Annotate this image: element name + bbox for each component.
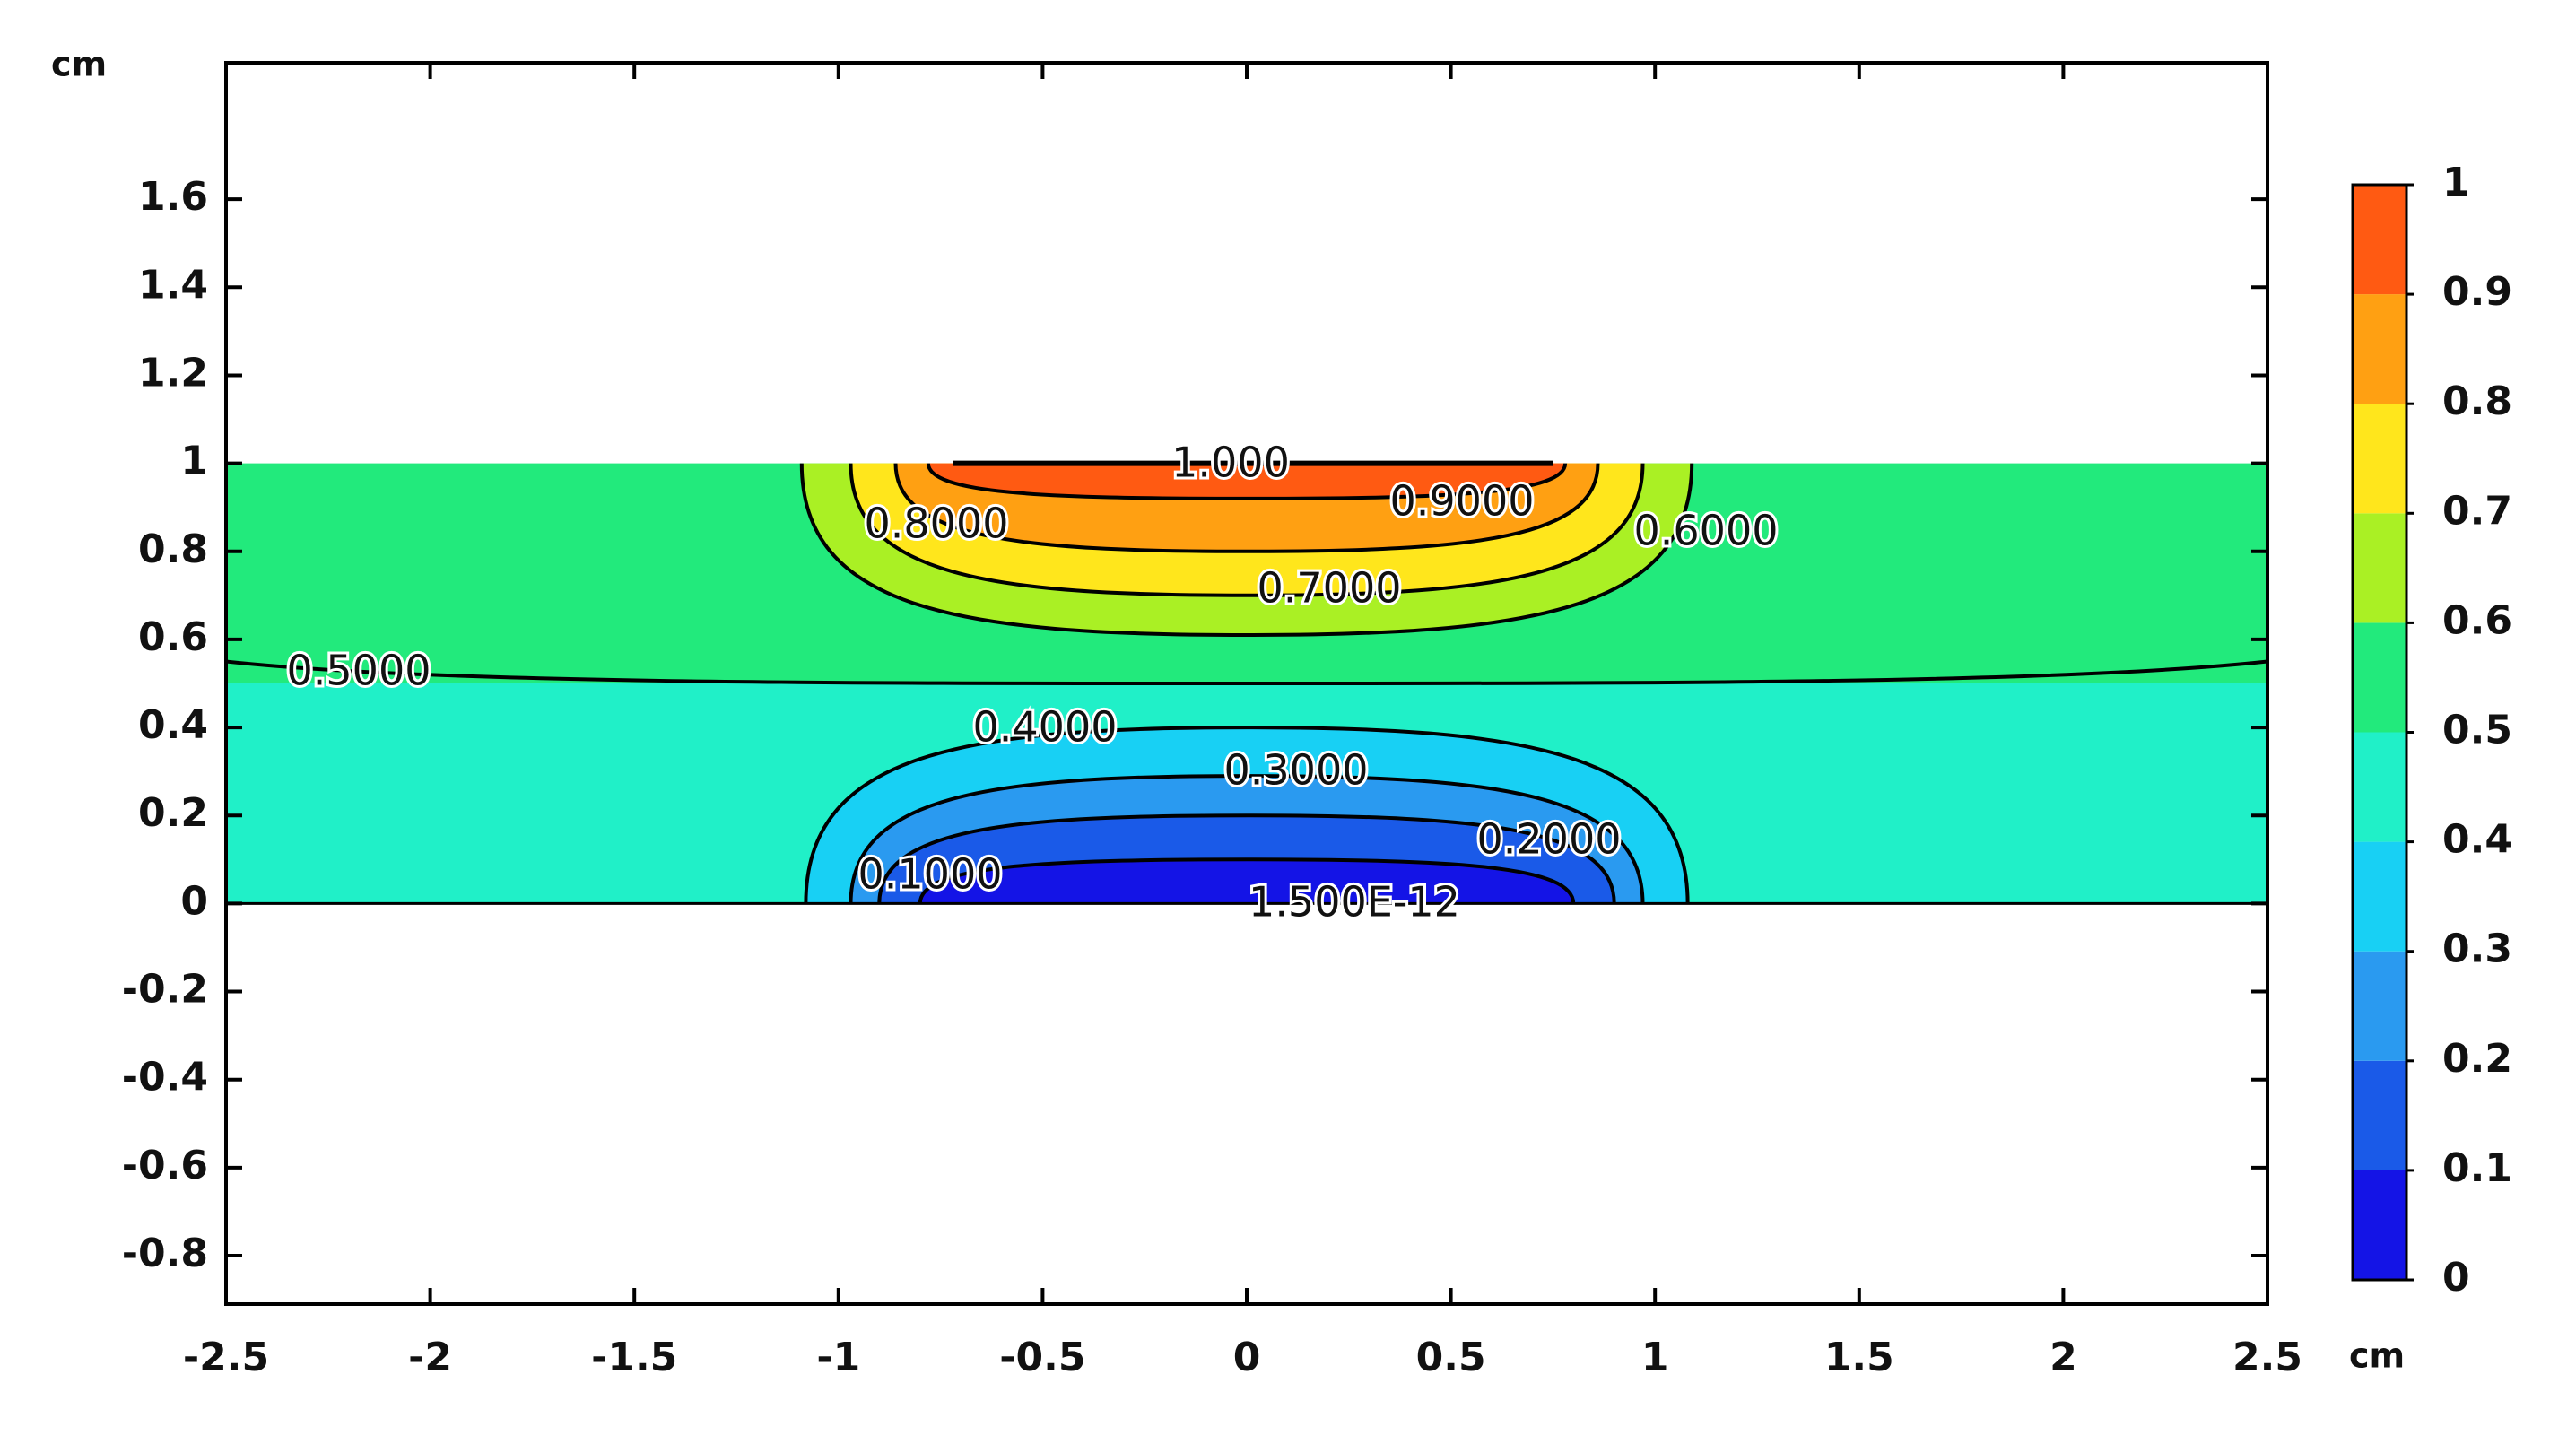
y-tick-label: 0.4 [138,702,208,748]
contour-line [918,857,1576,904]
y-unit: cm [51,45,107,84]
colorbar-segment [2353,951,2406,1061]
contour-label: 0.1000 [858,850,1003,899]
contour-label: 0.2000 [1477,815,1622,864]
contour-line [225,659,2268,685]
colorbar-label: 0.6 [2442,597,2512,643]
colorbar-segment [2353,622,2406,733]
colorbar-segment [2353,732,2406,842]
colorbar-label: 0.1 [2442,1145,2512,1191]
x-tick-label: -1.5 [591,1335,677,1380]
y-tick-label: -0.6 [122,1143,208,1188]
colorbar-label: 0.4 [2442,817,2512,863]
x-unit: cm [2349,1336,2405,1376]
contour-line [849,463,1645,597]
y-tick-label: 0.6 [138,614,208,660]
colorbar-label: 0.9 [2442,269,2512,315]
y-tick-label: 0 [180,878,208,924]
contour-band [927,463,1566,499]
colorbar-label: 0.8 [2442,378,2512,424]
y-tick-label: 1.6 [138,174,208,220]
x-tick-label: -1 [816,1335,860,1380]
contour-label: 0.8000 [865,500,1009,548]
y-tick-label: -0.4 [122,1055,208,1100]
x-tick-label: 2.5 [2232,1335,2302,1380]
y-tick-label: 0.2 [138,790,208,836]
colorbar-label: 0 [2442,1255,2470,1300]
colorbar-segment [2353,1170,2406,1280]
contour-label: 0.7000 [1258,564,1402,613]
contour-line [926,463,1568,500]
colorbar-segment [2353,404,2406,514]
colorbar-label: 0.7 [2442,488,2512,534]
x-tick-label: 0.5 [1416,1335,1486,1380]
contour-line [877,813,1616,904]
contour-label: 0.6000 [1634,507,1779,555]
colorbar-label: 0.5 [2442,708,2512,753]
colorbar-label: 0.2 [2442,1036,2512,1082]
x-tick-label: -2 [408,1335,452,1380]
x-tick-label: 1 [1641,1335,1669,1380]
x-tick-label: -2.5 [183,1335,269,1380]
contour-label: 0.5000 [287,647,431,695]
contour-label: 0.3000 [1224,746,1369,795]
y-tick-label: -0.2 [122,967,208,1013]
colorbar-segment [2353,841,2406,952]
contour-line [804,726,1690,904]
contour-label: 1.000 [1171,439,1290,487]
y-tick-label: 1.2 [138,350,208,396]
y-tick-label: 1.4 [138,262,208,308]
y-tick-label: 1 [180,439,208,484]
x-tick-label: 1.5 [1824,1335,1894,1380]
x-tick-label: 2 [2049,1335,2077,1380]
contour-line [849,774,1645,904]
colorbar-label: 0.3 [2442,926,2512,972]
colorbar-segment [2353,513,2406,623]
y-tick-label: -0.8 [122,1231,208,1276]
contour-band [919,859,1574,904]
contour-line [893,463,1600,553]
x-tick-label: 0 [1233,1335,1261,1380]
contour-label: 0.9000 [1390,477,1535,526]
colorbar-segment [2353,1060,2406,1170]
colorbar-segment [2353,185,2406,295]
contour-label: 0.4000 [973,703,1118,752]
contour-line [799,463,1694,638]
contour-label: 1.500E-12 [1249,878,1460,926]
colorbar-segment [2353,294,2406,404]
y-tick-label: 0.8 [138,526,208,572]
colorbar-label: 1 [2442,160,2470,205]
x-tick-label: -0.5 [999,1335,1085,1380]
